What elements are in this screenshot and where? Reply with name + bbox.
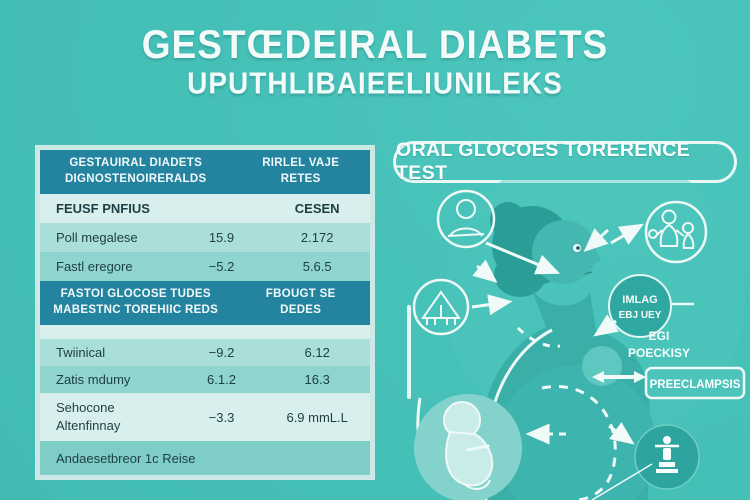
side-label-2: POECKISY xyxy=(628,346,690,360)
header-cell: GESTAUIRAL DIADETS DIGNOSTENOIRERALDS xyxy=(64,157,207,185)
diagnostic-table: GESTAUIRAL DIADETS DIGNOSTENOIRERALDS RI… xyxy=(35,145,375,480)
table-row: Fastl eregore −5.2 5.6.5 xyxy=(40,252,370,281)
preeclampsia-box: PREECLAMPSIS xyxy=(644,366,746,400)
table-row: Zatis mdumy 6.1.2 16.3 xyxy=(40,366,370,393)
row-label: Sehocone Altenfinnay xyxy=(56,400,121,433)
row-label: Twiinical xyxy=(56,345,106,360)
table-row: Poll megalese 15.9 2.172 xyxy=(40,223,370,252)
pregnancy-diagram: IMLAG EBJ UEY EGI POECKISY PREECLAMPSIS xyxy=(407,180,746,500)
row-label: Zatis mdumy xyxy=(56,372,131,387)
row-label: Poll megalese xyxy=(56,230,138,245)
bubble-text-1: IMLAG xyxy=(622,294,657,306)
flow-arrows xyxy=(471,223,653,500)
footer-note: Andaesetbreor 1c Reise xyxy=(56,450,196,466)
family-icon xyxy=(644,200,708,264)
belly-dashed-outline xyxy=(541,385,617,500)
header-cell: FBOUGT SE DEDES xyxy=(265,288,336,316)
fetus-illustration xyxy=(414,394,522,500)
tent-icon xyxy=(412,278,470,336)
title-line-1: GESTŒDEIRAL DIABETS xyxy=(141,22,609,67)
title-line-2: UPUTHLIBAIEELIUNILEKS xyxy=(187,66,563,101)
header-cell: RIRLEL VAJE RETES xyxy=(262,157,340,185)
diagram-illustration: IMLAG EBJ UEY EGI POECKISY PREECLAMPSIS xyxy=(380,180,750,500)
table-row: Twiinical −9.2 6.12 xyxy=(40,339,370,366)
row-value-2: 5.6.5 xyxy=(302,259,332,274)
row-value-1: −9.2 xyxy=(208,345,235,360)
double-arrow xyxy=(592,371,646,383)
preeclampsia-label: PREECLAMPSIS xyxy=(650,379,741,391)
section-heading-pill: ORAL GLOCOES TORERENCE TEST xyxy=(393,139,737,184)
doctor-icon xyxy=(436,189,496,249)
statue-icon xyxy=(634,424,700,490)
table-header-1: GESTAUIRAL DIADETS DIGNOSTENOIRERALDS RI… xyxy=(40,150,370,194)
row-value-1: −3.3 xyxy=(208,409,235,425)
page-title: GESTŒDEIRAL DIABETS UPUTHLIBAIEELIUNILEK… xyxy=(0,22,750,101)
row-value-2: 16.3 xyxy=(304,372,330,387)
table-row: FEUSF PNFIUS CESEN xyxy=(40,194,370,223)
row-label: FEUSF PNFIUS xyxy=(56,201,150,216)
table-row: Sehocone Altenfinnay −3.3 6.9 mmL.L xyxy=(40,393,370,441)
table-footer-row: Andaesetbreor 1c Reise xyxy=(40,441,370,475)
table-header-2: FASTOI GLOCOSE TUDES MABESTNC TOREHIIC R… xyxy=(40,281,370,325)
row-value-2: 6.9 mmL.L xyxy=(286,409,348,425)
row-value-2: CESEN xyxy=(294,201,340,216)
row-value-2: 2.172 xyxy=(300,230,334,245)
glucose-bubble: IMLAG EBJ UEY xyxy=(608,274,694,338)
row-label: Fastl eregore xyxy=(56,259,133,274)
row-value-1: 6.1.2 xyxy=(207,372,236,387)
bubble-text-2: EBJ UEY xyxy=(619,310,662,321)
header-cell: FASTOI GLOCOSE TUDES MABESTNC TOREHIIC R… xyxy=(53,288,219,316)
side-label-1: EGI xyxy=(649,329,670,343)
row-value-1: 15.9 xyxy=(208,230,235,245)
row-value-2: 6.12 xyxy=(304,345,330,360)
row-value-1: −5.2 xyxy=(208,259,235,274)
table-spacer-row xyxy=(40,325,370,339)
